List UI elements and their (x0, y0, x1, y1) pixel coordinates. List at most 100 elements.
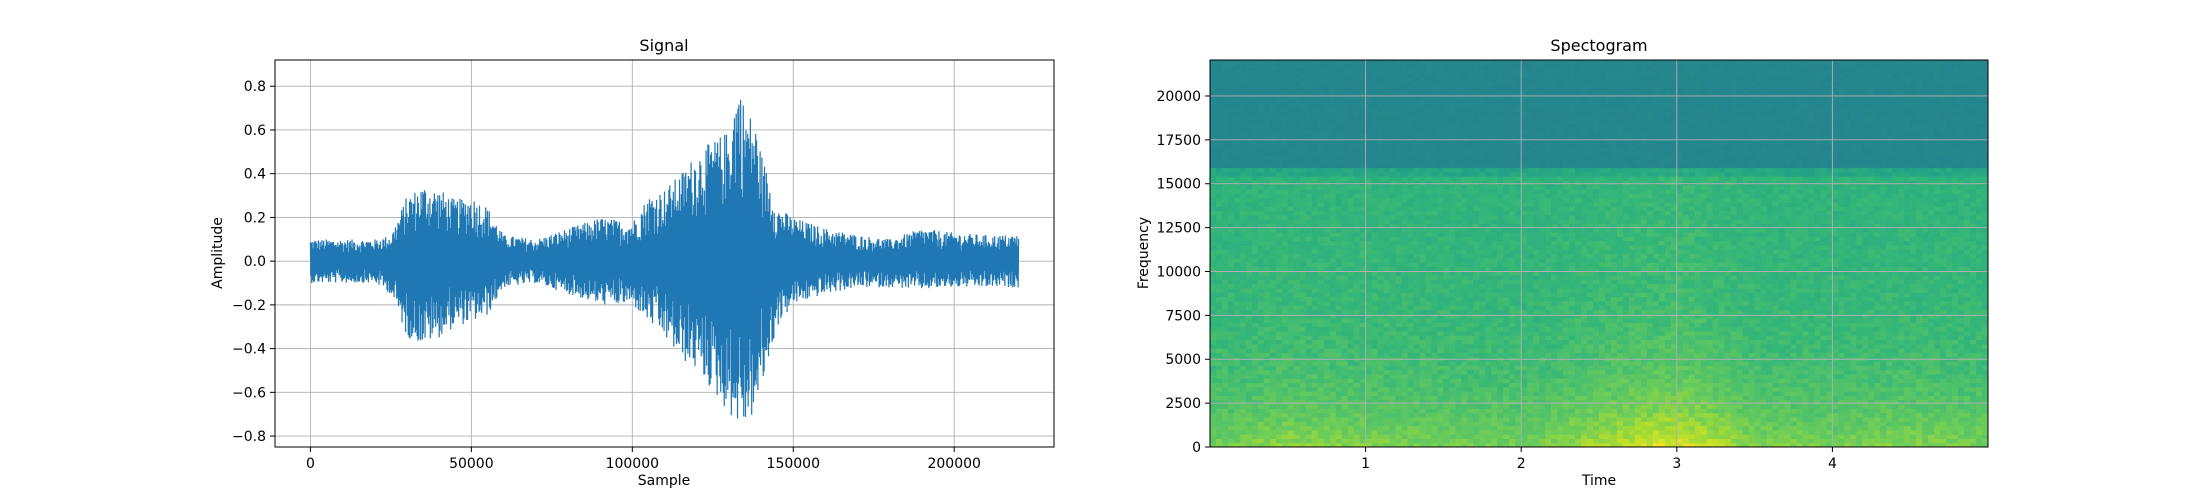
spectrogram-cell (1299, 309, 1307, 315)
spectrogram-cell (1515, 154, 1522, 160)
spectrogram-cell (1461, 193, 1468, 199)
spectrogram-cell (1461, 90, 1468, 95)
spectrogram-cell (1467, 176, 1474, 181)
spectrogram-cell (1521, 184, 1528, 190)
spectrogram-cell (1467, 395, 1474, 401)
spectrogram-cell (1401, 408, 1409, 414)
spectrogram-cell (1323, 90, 1331, 95)
spectrogram-cell (1497, 81, 1504, 87)
spectrogram-cell (1431, 223, 1439, 229)
spectrogram-cell (1215, 279, 1223, 285)
spectrogram-cell (1287, 167, 1295, 173)
spectrogram-cell (1389, 253, 1397, 259)
spectrogram-cell (1221, 416, 1229, 422)
spectrogram-cell (1491, 305, 1498, 310)
spectrogram-cell (1335, 171, 1343, 177)
spectrogram-cell (1311, 60, 1319, 65)
spectrogram-cell (1221, 167, 1229, 173)
spectrogram-cell (1479, 318, 1486, 323)
spectrogram-cell (1419, 382, 1427, 388)
spectrogram-cell (1287, 429, 1295, 435)
spectrogram-cell (1311, 373, 1319, 379)
spectrogram-cell (1347, 404, 1355, 409)
spectrogram-cell (1401, 206, 1409, 212)
spectrogram-cell (1485, 167, 1492, 173)
spectrogram-cell (1389, 421, 1397, 427)
spectrogram-cell (1425, 283, 1433, 289)
spectrogram-cell (1210, 361, 1217, 366)
spectrogram-cell (1491, 421, 1498, 427)
spectrogram-cell (1245, 115, 1253, 121)
spectrogram-cell (1323, 72, 1331, 78)
spectrogram-cell (1263, 206, 1271, 212)
spectrogram-cell (1293, 206, 1301, 212)
spectrogram-cell (1395, 335, 1403, 341)
spectrogram-cell (1299, 206, 1307, 212)
spectrogram-cell (1473, 365, 1480, 371)
spectrogram-cell (1371, 322, 1379, 328)
spectrogram-cell (1521, 305, 1528, 310)
spectrogram-cell (1311, 326, 1319, 332)
spectrogram-cell (1365, 352, 1373, 358)
spectrogram-cell (1233, 416, 1241, 422)
spectrogram-cell (1269, 184, 1277, 190)
spectrogram-cell (1269, 391, 1277, 396)
spectrogram-cell (1515, 275, 1522, 280)
spectrogram-cell (1347, 300, 1355, 306)
spectrogram-cell (1455, 171, 1462, 177)
spectrogram-cell (1263, 98, 1271, 104)
spectrogram-cell (1515, 292, 1522, 298)
spectrogram-cell (1455, 64, 1462, 70)
spectrogram-cell (1527, 326, 1534, 332)
spectrogram-cell (1215, 64, 1223, 70)
spectrogram-cell (1353, 72, 1361, 78)
spectrogram-cell (1377, 395, 1385, 401)
spectrogram-cell (1335, 176, 1343, 181)
spectrogram-cell (1437, 206, 1444, 212)
spectrogram-cell (1323, 373, 1331, 379)
spectrogram-cell (1383, 399, 1391, 405)
spectrogram-cell (1437, 330, 1444, 336)
spectrogram-cell (1347, 107, 1355, 113)
spectrogram-cell (1311, 322, 1319, 328)
spectrogram-cell (1251, 81, 1259, 87)
spectrogram-cell (1431, 214, 1439, 220)
spectrogram-cell (1527, 408, 1534, 414)
spectrogram-cell (1245, 262, 1253, 267)
spectrogram-cell (1281, 305, 1289, 310)
spectrogram-cell (1251, 128, 1259, 134)
spectrogram-cell (1383, 279, 1391, 285)
spectrogram-cell (1503, 386, 1510, 392)
spectrogram-cell (1443, 141, 1450, 147)
spectrogram-cell (1527, 223, 1534, 229)
spectrogram-cell (1263, 111, 1271, 117)
spectrogram-cell (1210, 120, 1217, 126)
spectrogram-cell (1287, 412, 1295, 418)
spectrogram-cell (1281, 167, 1289, 173)
spectrogram-cell (1335, 442, 1343, 447)
spectrogram-cell (1359, 287, 1367, 293)
spectrogram-cell (1245, 232, 1253, 237)
spectrogram-cell (1269, 361, 1277, 366)
spectrogram-cell (1479, 412, 1486, 418)
spectrogram-cell (1239, 214, 1247, 220)
spectrogram-cell (1407, 133, 1415, 138)
spectrogram-cell (1461, 206, 1468, 212)
spectrogram-cell (1431, 287, 1439, 293)
spectrogram-cell (1491, 128, 1498, 134)
spectrogram-cell (1263, 438, 1271, 444)
spectrogram-cell (1227, 120, 1235, 126)
spectrogram-cell (1227, 369, 1235, 375)
spectrogram-cell (1425, 171, 1433, 177)
spectrogram-cell (1377, 146, 1385, 151)
spectrogram-cell (1407, 253, 1415, 259)
spectrogram-cell (1233, 90, 1241, 95)
spectrogram-cell (1407, 442, 1415, 447)
spectrogram-cell (1317, 189, 1325, 194)
spectrogram-cell (1323, 434, 1331, 439)
spectrogram-cell (1485, 219, 1492, 224)
spectrogram-cell (1323, 133, 1331, 138)
spectrogram-cell (1389, 150, 1397, 156)
spectrogram-cell (1533, 150, 1540, 156)
spectrogram-cell (1527, 146, 1534, 151)
